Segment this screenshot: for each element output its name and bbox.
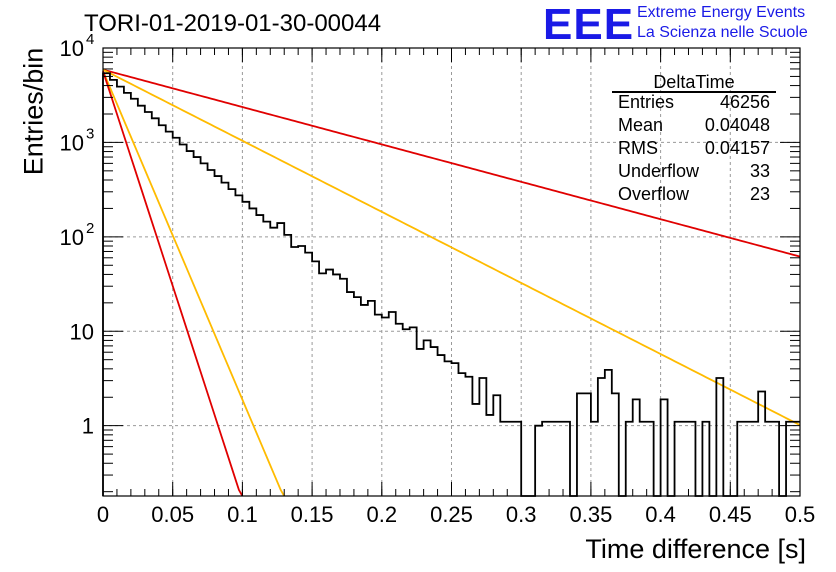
stats-row-overflow: Overflow 23 [618, 184, 770, 205]
x-tick-label: 0.15 [291, 502, 334, 527]
y-tick-exponent: 3 [86, 125, 94, 142]
x-tick-label: 0 [97, 502, 109, 527]
x-tick-label: 0.35 [569, 502, 612, 527]
x-tick-label: 0.3 [506, 502, 537, 527]
stats-label: Overflow [618, 184, 690, 204]
histogram-step [102, 72, 800, 497]
histogram-title: TORI-01-2019-01-30-00044 [84, 10, 382, 37]
y-tick-exponent: 4 [86, 31, 94, 48]
y-axis-label: Entries/bin [18, 47, 49, 176]
y-tick-exponent: 2 [86, 220, 94, 237]
grid-lines [103, 48, 800, 496]
x-tick-label: 0.2 [367, 502, 398, 527]
stats-row-rms: RMS 0.04157 [618, 138, 770, 159]
y-tick-label: 10 [70, 319, 94, 344]
axis-ticks [102, 47, 801, 496]
x-axis-label: Time difference [s] [585, 534, 806, 564]
exponential-line-orange [102, 70, 285, 497]
stats-label: RMS [618, 138, 658, 158]
x-tick-label: 0.4 [645, 502, 676, 527]
exponential-line-orange [102, 68, 801, 426]
exponential-line-red [102, 70, 244, 497]
x-tick-label: 0.1 [227, 502, 258, 527]
stats-label: Mean [618, 115, 664, 135]
stats-value: 46256 [719, 92, 770, 112]
x-tick-label: 0.25 [430, 502, 473, 527]
x-tick-label: 0.5 [785, 502, 816, 527]
exponential-line-red [102, 68, 801, 258]
x-tick-label: 0.45 [709, 502, 752, 527]
stats-row-mean: Mean 0.04048 [618, 115, 770, 136]
stats-label: Entries [618, 92, 675, 112]
y-tick-label: 10 [60, 36, 84, 61]
stats-row-entries: Entries 46256 [618, 92, 770, 113]
y-tick-label: 10 [60, 130, 84, 155]
logo-caption-line2: La Scienza nelle Scuole [637, 24, 808, 41]
axis-tick-labels: 0 0.05 0.1 0.15 0.2 0.25 0.3 0.35 0.4 0.45 0.5 1 10 1… [60, 31, 816, 527]
logo-caption-line1: Extreme Energy Events [637, 4, 806, 21]
stats-label: Underflow [618, 161, 700, 181]
stats-value: 33 [749, 161, 770, 181]
series-layer [102, 68, 801, 497]
stats-value: 0.04048 [704, 115, 770, 135]
y-tick-label: 1 [82, 414, 94, 439]
stats-value: 0.04157 [704, 138, 770, 158]
stats-box-title: DeltaTime [653, 72, 735, 92]
stats-row-underflow: Underflow 33 [618, 161, 770, 182]
stats-value: 23 [749, 184, 770, 204]
x-tick-label: 0.05 [151, 502, 194, 527]
eee-logo: EEE [543, 0, 635, 49]
y-tick-label: 10 [60, 225, 84, 250]
